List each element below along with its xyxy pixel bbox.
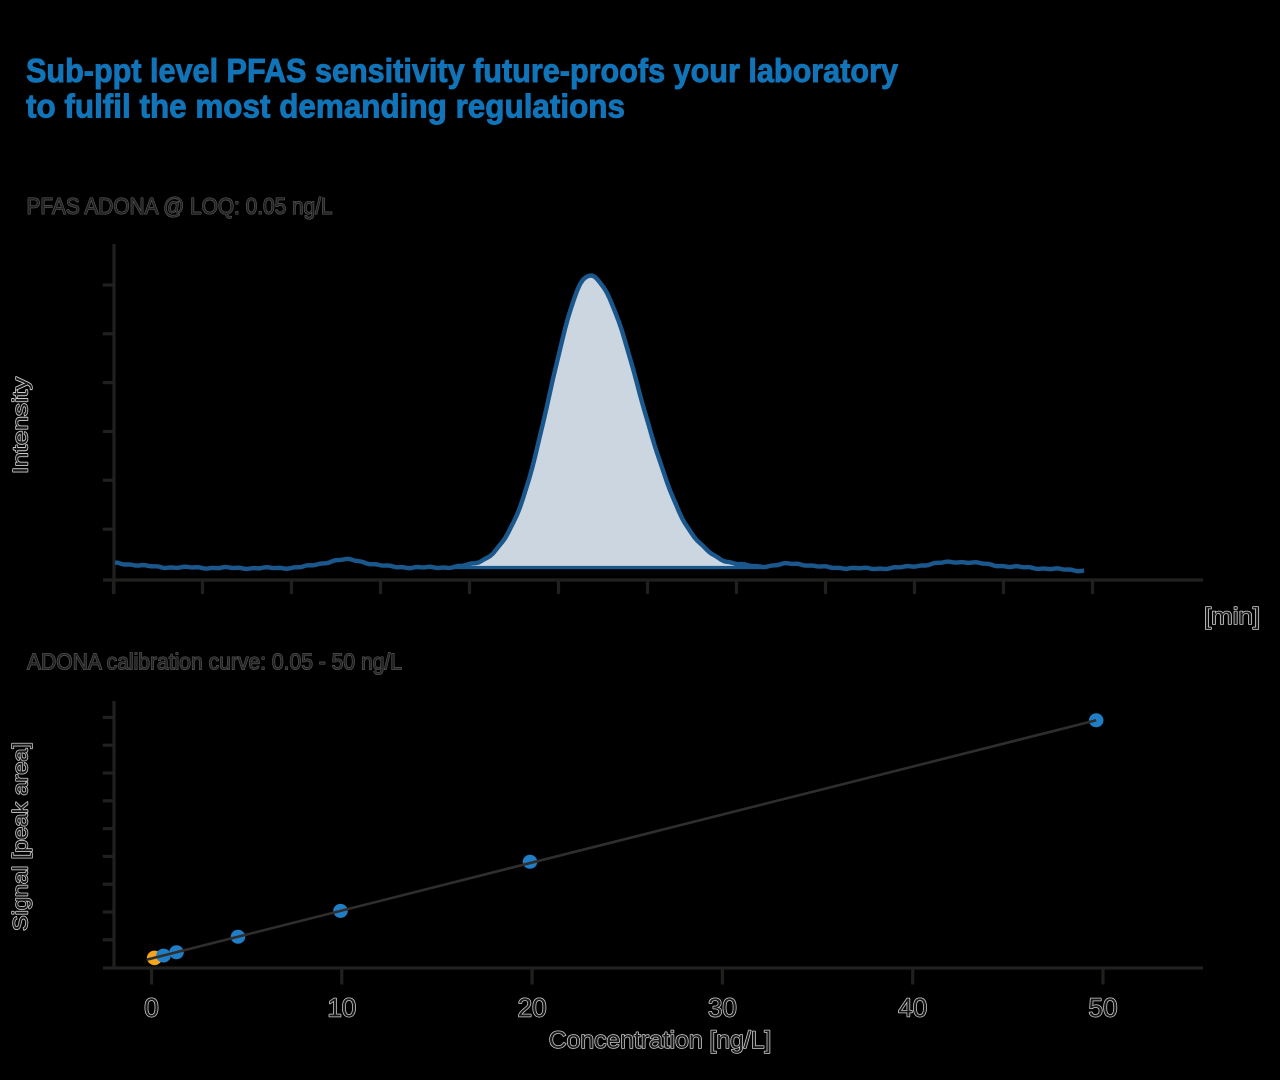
svg-text:to fulfil the most demanding r: to fulfil the most demanding regulations [26, 87, 625, 124]
svg-text:Sub-ppt level PFAS sensitivity: Sub-ppt level PFAS sensitivity future-pr… [26, 52, 899, 89]
svg-text:PFAS ADONA @ LOQ: 0.05 ng/L: PFAS ADONA @ LOQ: 0.05 ng/L [27, 193, 333, 219]
svg-text:ADONA calibration curve: 0.05: ADONA calibration curve: 0.05 - 50 ng/L [27, 649, 402, 675]
svg-text:20: 20 [518, 993, 547, 1023]
svg-text:0: 0 [144, 993, 158, 1023]
svg-text:Intensity: Intensity [10, 376, 33, 474]
svg-text:Concentration [ng/L]: Concentration [ng/L] [549, 1027, 772, 1054]
svg-text:50: 50 [1089, 993, 1118, 1023]
svg-text:30: 30 [708, 993, 737, 1023]
svg-text:[min]: [min] [1204, 603, 1260, 629]
svg-text:40: 40 [898, 993, 927, 1023]
svg-text:10: 10 [327, 993, 356, 1023]
svg-text:Signal [peak area]: Signal [peak area] [10, 742, 33, 931]
